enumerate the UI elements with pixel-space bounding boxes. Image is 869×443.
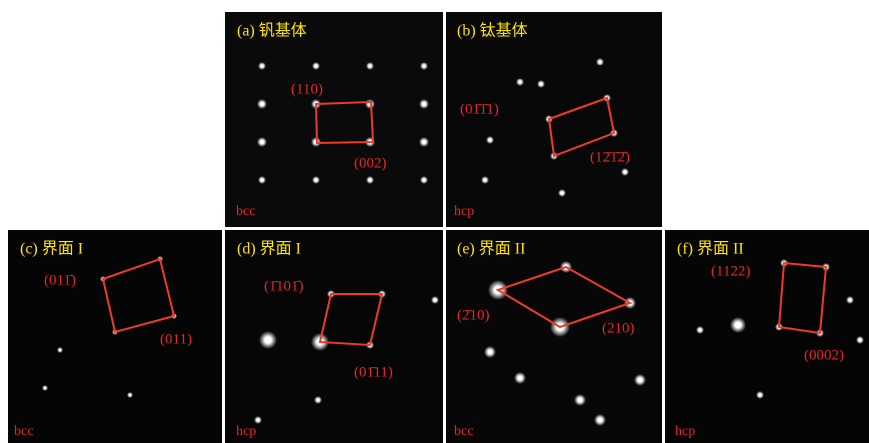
panel-e <box>446 230 662 443</box>
diffraction-spot <box>312 176 320 184</box>
diffraction-spot <box>621 168 629 176</box>
diffraction-spot <box>42 385 48 391</box>
diffraction-spot <box>312 62 320 70</box>
index-label: (011) <box>160 331 192 347</box>
unit-cell <box>101 257 176 334</box>
panel-title: (d) 界面 I <box>237 240 301 258</box>
index-label: (210) <box>602 320 635 336</box>
diffraction-spot <box>730 317 746 333</box>
diffraction-spot <box>574 394 586 406</box>
unit-cell <box>314 100 375 145</box>
panel-b <box>446 12 662 227</box>
index-label: (002) <box>354 155 387 171</box>
index-label: (1122) <box>711 263 750 279</box>
diffraction-spot <box>596 58 604 66</box>
index-label: (01̄1̄1) <box>460 101 499 117</box>
diffraction-spot <box>127 392 133 398</box>
diffraction-spot <box>419 99 429 109</box>
diffraction-spot <box>486 136 494 144</box>
diffraction-spot <box>514 372 526 384</box>
diffraction-spot <box>484 346 496 358</box>
diffraction-spot <box>431 296 439 304</box>
diffraction-spot <box>258 176 266 184</box>
diffraction-spot <box>856 336 864 344</box>
structure-label: bcc <box>454 424 473 439</box>
diffraction-spot <box>516 78 524 86</box>
structure-label: bcc <box>236 204 255 219</box>
index-label: (0002) <box>804 347 844 363</box>
diffraction-spot <box>366 62 374 70</box>
diffraction-spot <box>537 80 545 88</box>
structure-label: bcc <box>14 424 33 439</box>
index-label: (2̄10) <box>457 307 490 323</box>
diffraction-spot <box>696 326 704 334</box>
diffraction-spot <box>257 137 267 147</box>
diffraction-spot <box>258 62 266 70</box>
structure-label: hcp <box>454 204 474 219</box>
panel-title: (f) 界面 II <box>677 240 744 258</box>
diffraction-spot <box>846 296 854 304</box>
structure-label: hcp <box>675 424 695 439</box>
index-label: (01̄11) <box>354 364 393 380</box>
diffraction-spot <box>314 396 322 404</box>
index-label: (011̄) <box>44 272 76 288</box>
panel-title: (c) 界面 I <box>20 240 83 258</box>
diffraction-spot <box>257 99 267 109</box>
diffraction-spot <box>365 99 375 109</box>
index-label: (110) <box>291 81 323 97</box>
unit-cell <box>547 96 616 158</box>
diffraction-spot <box>419 137 429 147</box>
panel-d <box>225 230 443 443</box>
diffraction-spot <box>420 176 428 184</box>
panel-f <box>665 230 869 443</box>
diffraction-spot <box>366 176 374 184</box>
diffraction-spot <box>420 62 428 70</box>
structure-label: hcp <box>236 424 256 439</box>
diffraction-spot <box>254 416 262 424</box>
diffraction-spot <box>634 374 646 386</box>
panel-a <box>225 12 443 227</box>
diffraction-spot <box>594 414 606 426</box>
unit-cell <box>318 293 384 347</box>
unit-cell <box>777 261 828 335</box>
diffraction-spot <box>481 176 489 184</box>
panel-title: (b) 钛基体 <box>457 22 528 40</box>
diffraction-spot <box>259 331 277 349</box>
diffraction-spot <box>558 189 566 197</box>
diffraction-spot <box>57 347 63 353</box>
panel-title: (a) 钒基体 <box>237 22 307 40</box>
panel-c <box>8 230 222 443</box>
index-label: (1̄101̄) <box>264 278 303 294</box>
panel-title: (e) 界面 II <box>457 240 525 258</box>
diffraction-spot <box>756 391 764 399</box>
index-label: (12̄1̄2̄) <box>590 149 630 165</box>
unit-cell <box>495 265 633 329</box>
